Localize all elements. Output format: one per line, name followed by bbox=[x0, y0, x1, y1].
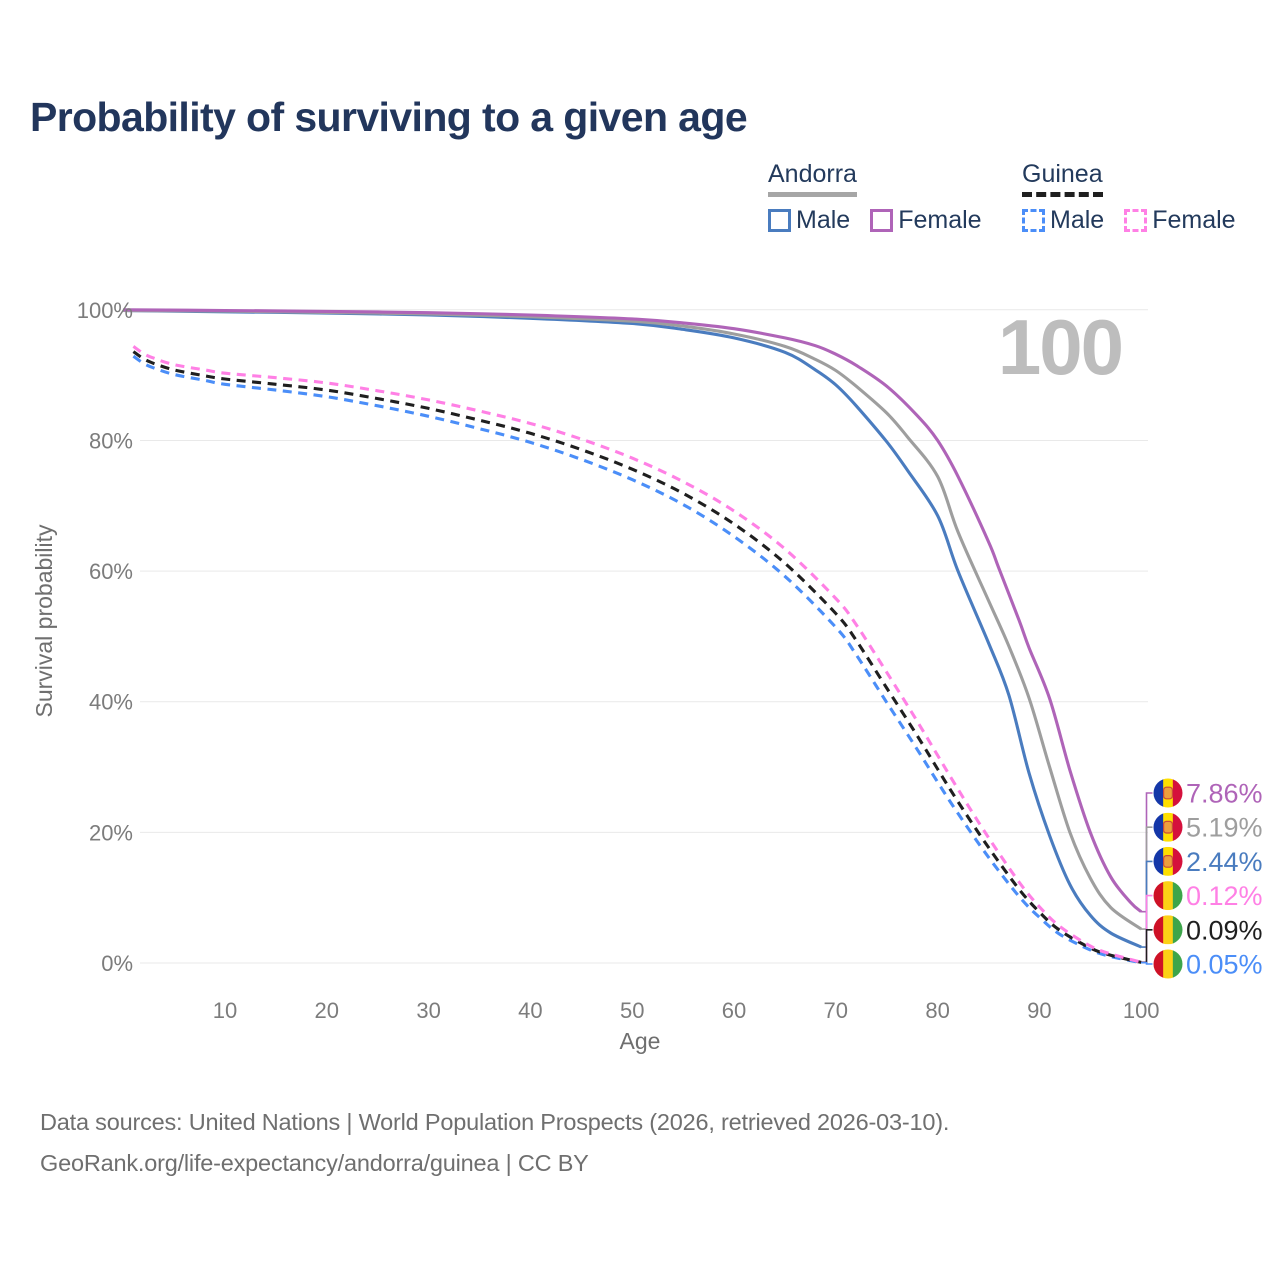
end-label-guinea-male: 0.05% bbox=[1141, 949, 1263, 980]
footer-sources-line: Data sources: United Nations | World Pop… bbox=[40, 1109, 950, 1135]
x-tick-label-60: 60 bbox=[722, 998, 746, 1023]
y-tick-label-100%: 100% bbox=[77, 298, 133, 323]
legend-swatch-andorra-male[interactable] bbox=[768, 209, 791, 232]
flag-stripe bbox=[1153, 846, 1164, 876]
flag-stripe bbox=[1172, 846, 1183, 876]
end-labels: 7.86% 5.19% 2.44% 0.12% 0.09% 0.05% bbox=[1141, 778, 1263, 980]
flag-guinea-icon bbox=[1153, 881, 1183, 911]
x-axis-tick-labels: 10 20 30 40 50 60 70 80 90 100 bbox=[213, 998, 1160, 1023]
series-curve-guinea-both-sexes[interactable] bbox=[132, 350, 1142, 964]
end-label-value-guinea-male: 0.05% bbox=[1186, 950, 1263, 980]
legend-group-guinea: Guinea Male Female bbox=[1022, 160, 1236, 235]
x-tick-label-70: 70 bbox=[824, 998, 848, 1023]
flag-stripe bbox=[1163, 915, 1174, 945]
flag-stripe bbox=[1153, 812, 1164, 842]
footer: Data sources: United Nations | World Pop… bbox=[40, 1102, 949, 1184]
end-label-andorra-both-sexes: 5.19% bbox=[1141, 812, 1263, 930]
flag-guinea-icon bbox=[1153, 915, 1183, 945]
y-tick-label-0%: 0% bbox=[101, 951, 133, 976]
flag-stripe bbox=[1163, 881, 1174, 911]
x-tick-label-80: 80 bbox=[925, 998, 949, 1023]
x-tick-label-50: 50 bbox=[620, 998, 644, 1023]
legend-swatch-andorra-female[interactable] bbox=[870, 209, 894, 232]
x-tick-label-30: 30 bbox=[416, 998, 440, 1023]
x-tick-label-10: 10 bbox=[213, 998, 237, 1023]
end-label-guinea-both-sexes: 0.09% bbox=[1141, 915, 1263, 964]
end-label-value-andorra-female: 7.86% bbox=[1186, 779, 1263, 809]
legend-country-guinea[interactable]: Guinea bbox=[1022, 160, 1103, 197]
flag-stripe bbox=[1153, 778, 1164, 808]
legend-swatch-guinea-female[interactable] bbox=[1124, 209, 1148, 232]
x-axis-title: Age bbox=[620, 1028, 661, 1054]
y-tick-label-60%: 60% bbox=[89, 559, 133, 584]
y-axis-title: Survival probability bbox=[31, 524, 57, 718]
y-tick-label-20%: 20% bbox=[89, 820, 133, 845]
flag-stripe bbox=[1153, 881, 1164, 911]
andorra-coat-of-arms bbox=[1162, 854, 1173, 868]
flag-stripe bbox=[1153, 949, 1164, 979]
x-tick-label-20: 20 bbox=[315, 998, 339, 1023]
end-label-value-andorra-male: 2.44% bbox=[1186, 847, 1263, 877]
end-label-value-andorra-both-sexes: 5.19% bbox=[1186, 813, 1263, 843]
legend-items-andorra: Male Female bbox=[768, 206, 982, 235]
age-counter-watermark: 100 bbox=[998, 303, 1122, 391]
x-tick-label-90: 90 bbox=[1027, 998, 1051, 1023]
legend-group-andorra: Andorra Male Female bbox=[768, 160, 982, 235]
legend-label-guinea-female[interactable]: Female bbox=[1152, 206, 1236, 234]
flag-stripe bbox=[1172, 812, 1183, 842]
flag-stripe bbox=[1163, 949, 1174, 979]
footer-attribution-line: GeoRank.org/life-expectancy/andorra/guin… bbox=[40, 1150, 589, 1176]
legend-country-andorra[interactable]: Andorra bbox=[768, 160, 857, 197]
end-label-connector bbox=[1141, 929, 1153, 964]
x-tick-label-100: 100 bbox=[1123, 998, 1160, 1023]
legend-label-guinea-male[interactable]: Male bbox=[1050, 206, 1105, 234]
end-label-connector bbox=[1141, 961, 1153, 965]
series-curve-guinea-female[interactable] bbox=[132, 345, 1142, 964]
y-tick-label-40%: 40% bbox=[89, 690, 133, 715]
page-title: Probability of surviving to a given age bbox=[30, 94, 748, 140]
gridlines bbox=[140, 309, 1148, 964]
x-tick-label-40: 40 bbox=[518, 998, 542, 1023]
legend-label-andorra-female[interactable]: Female bbox=[898, 206, 982, 234]
andorra-coat-of-arms bbox=[1162, 820, 1173, 834]
flag-stripe bbox=[1172, 915, 1183, 945]
flag-stripe bbox=[1172, 949, 1183, 979]
flag-stripe bbox=[1153, 915, 1164, 945]
flag-guinea-icon bbox=[1153, 949, 1183, 979]
end-label-value-guinea-female: 0.12% bbox=[1186, 881, 1263, 911]
series-curve-guinea-male[interactable] bbox=[132, 354, 1142, 965]
andorra-coat-of-arms bbox=[1162, 786, 1173, 800]
flag-andorra-icon bbox=[1153, 846, 1183, 876]
end-label-value-guinea-both-sexes: 0.09% bbox=[1186, 915, 1263, 945]
series-curve-andorra-female[interactable] bbox=[123, 308, 1143, 913]
y-tick-label-80%: 80% bbox=[89, 428, 133, 453]
flag-stripe bbox=[1172, 881, 1183, 911]
flag-andorra-icon bbox=[1153, 812, 1183, 842]
end-label-andorra-male: 2.44% bbox=[1141, 846, 1263, 948]
legend-items-guinea: Male Female bbox=[1022, 206, 1236, 235]
flag-andorra-icon bbox=[1153, 778, 1183, 808]
legend-swatch-guinea-male[interactable] bbox=[1022, 209, 1045, 232]
series-curves bbox=[123, 308, 1143, 965]
y-axis-tick-labels: 0% 20% 40% 60% 80% 100% bbox=[77, 298, 133, 976]
flag-stripe bbox=[1172, 778, 1183, 808]
legend-label-andorra-male[interactable]: Male bbox=[796, 206, 851, 234]
series-curve-andorra-male[interactable] bbox=[123, 308, 1142, 949]
